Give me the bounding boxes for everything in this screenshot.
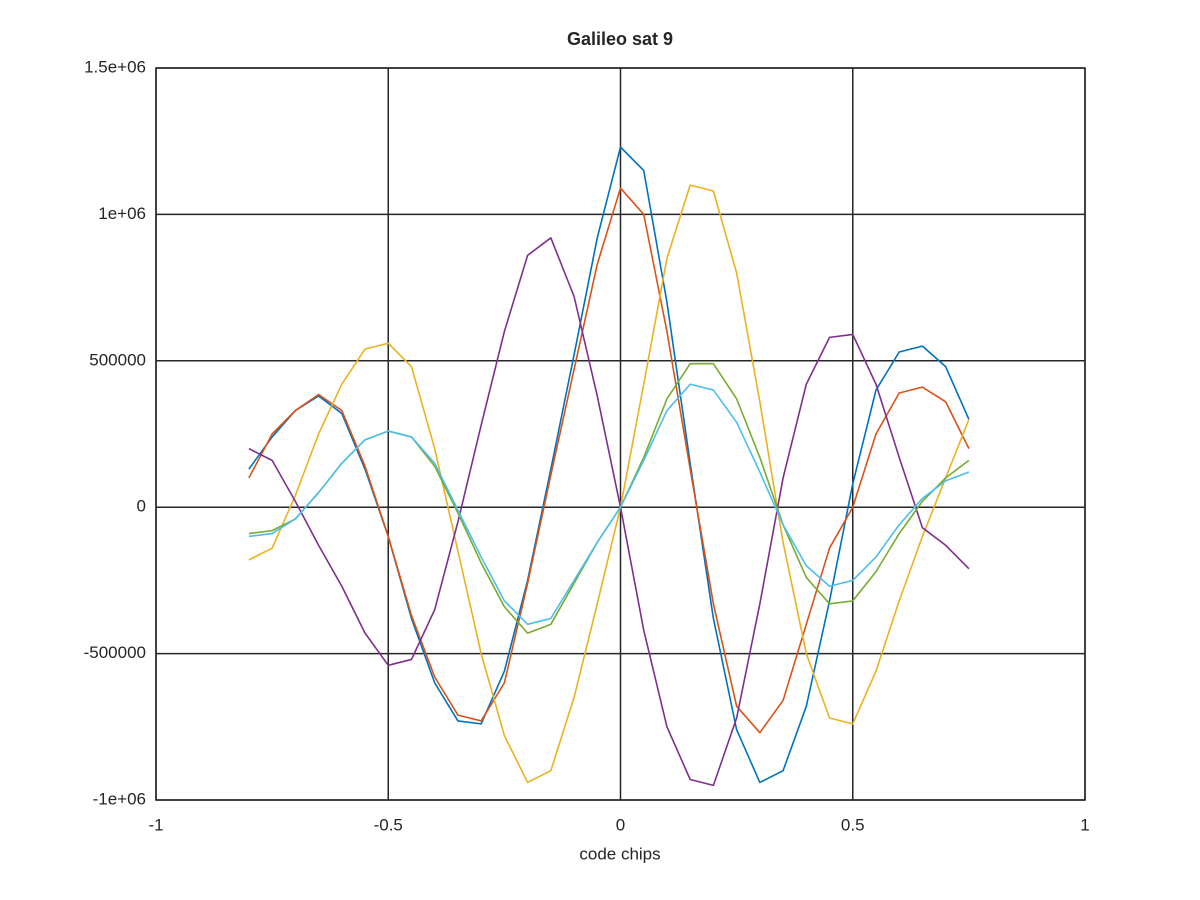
x-tick-label: 0 [616,815,625,834]
x-tick-label: -1 [148,815,163,834]
axes-box [155,67,1086,801]
y-tick-label: -500000 [84,643,146,662]
y-tick-label: 1.5e+06 [84,57,146,76]
series-line [248,237,970,787]
y-tick-label: 0 [137,497,146,516]
series-line [248,383,970,626]
series-line [248,187,970,734]
y-tick-label: 500000 [89,350,146,369]
y-tick-label: -1e+06 [93,789,146,808]
series-line [248,184,970,784]
x-tick-label: -0.5 [374,815,403,834]
x-tick-label: 0.5 [841,815,865,834]
y-tick-label: 1e+06 [98,204,146,223]
x-tick-label: 1 [1080,815,1089,834]
chart-title: Galileo sat 9 [567,29,673,49]
x-axis-label: code chips [579,844,660,863]
